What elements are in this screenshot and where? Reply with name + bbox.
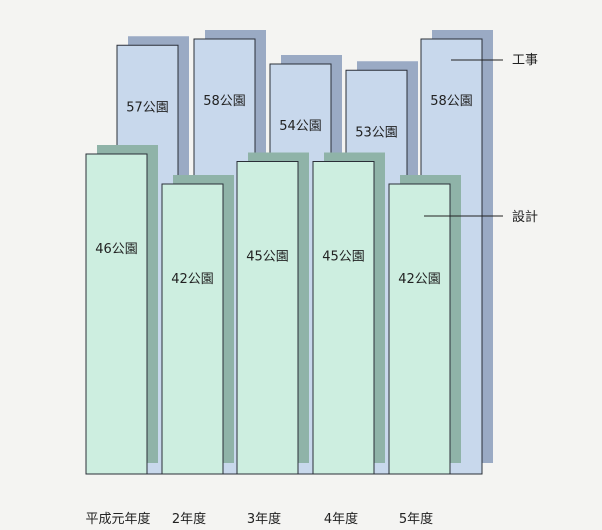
x-tick-label: 3年度 <box>247 511 281 527</box>
construction-value-label: 57公園 <box>126 100 169 115</box>
construction-value-label: 53公園 <box>355 125 398 140</box>
design-value-label: 45公園 <box>322 250 365 265</box>
design-value-label: 45公園 <box>246 250 289 265</box>
design-bar <box>161 183 224 475</box>
design-bar <box>388 183 451 475</box>
design-bar <box>236 161 299 475</box>
legend-label-construction: 工事 <box>512 53 538 68</box>
design-bar <box>85 153 148 475</box>
construction-value-label: 58公園 <box>430 94 473 109</box>
design-value-label: 42公園 <box>398 272 441 287</box>
x-tick-label: 5年度 <box>399 511 433 527</box>
x-tick-label: 4年度 <box>324 511 358 527</box>
x-tick-label: 平成元年度 <box>85 511 150 527</box>
x-tick-label: 2年度 <box>172 511 206 527</box>
legend-label-design: 設計 <box>512 209 538 225</box>
design-value-label: 42公園 <box>171 272 214 287</box>
design-bar <box>312 161 375 475</box>
design-value-label: 46公園 <box>95 242 138 257</box>
construction-value-label: 58公園 <box>203 94 246 109</box>
construction-value-label: 54公園 <box>279 119 322 134</box>
